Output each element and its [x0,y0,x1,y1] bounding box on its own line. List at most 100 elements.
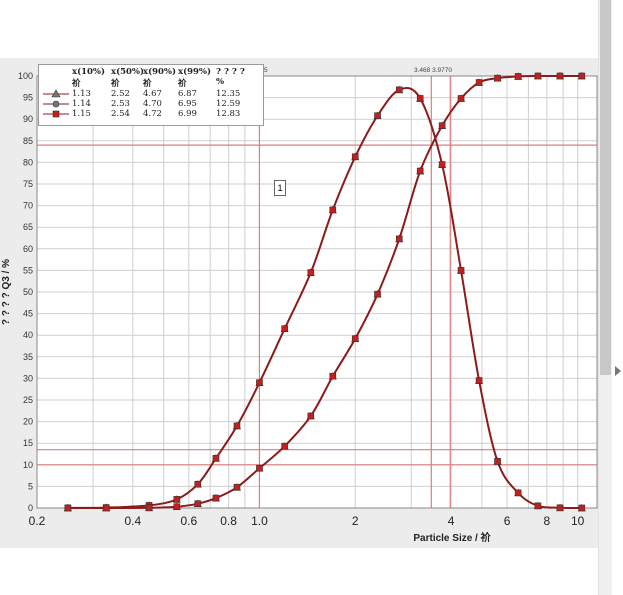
legend-row2-extra: 12.59 [216,99,241,109]
data-point-square [329,372,337,380]
data-point-square [395,235,403,243]
legend-unit-x50: 祄 [111,79,120,89]
scrollbar-thumb[interactable] [600,0,611,375]
y-tick-label: 55 [23,265,33,275]
x-tick-label: 10 [571,514,585,528]
chart: 0510152025303540455055606570758085909510… [1,71,598,544]
data-point-square [233,483,241,491]
data-point-square [374,112,381,120]
y-tick-label: 85 [23,136,33,146]
legend-row3-extra: 12.83 [216,109,241,119]
legend-row1-extra: 12.35 [216,89,241,99]
data-point-square [416,167,424,175]
legend-unit-x99: 祄 [178,79,187,89]
y-tick-label: 60 [23,244,33,254]
data-point-square [307,269,315,276]
legend-header-x90: x(90%) [143,67,177,77]
y-tick-label: 50 [23,287,33,297]
legend-header-extra: ? ? ? ? [216,67,245,77]
x-tick-label: 0.6 [180,514,197,528]
data-point-square [395,86,403,94]
y-tick-label: 65 [23,222,33,232]
legend-row2-x90: 4.70 [143,99,162,109]
data-point-square [256,464,263,472]
vertical-scrollbar[interactable] [598,0,612,595]
y-tick-label: 20 [23,417,33,427]
y-tick-label: 45 [23,309,33,319]
data-point-square [534,72,542,80]
legend-row1-x99: 6.87 [178,89,197,99]
x-tick-label: 0.4 [124,514,141,528]
data-point-square [457,95,465,102]
data-point-square [556,504,564,512]
data-point-square [329,206,337,214]
y-tick-label: 75 [23,179,33,189]
plot-frame [36,75,598,509]
legend: x(10%) x(50%) x(90%) x(99%) ? ? ? ? 祄 祄 … [38,64,264,126]
y-tick-label: 70 [23,201,33,211]
data-point-square [173,503,181,511]
expand-arrow-icon[interactable] [615,366,621,376]
x-tick-label: 4 [448,514,455,528]
data-point-square [457,267,465,274]
y-tick-label: 5 [28,481,33,491]
y-axis-label: ? ? ? ? Q3 / % [1,259,12,325]
y-tick-label: 100 [18,71,33,81]
data-point-square [145,504,153,512]
data-point-square [514,489,522,497]
data-point-square [64,504,72,512]
data-point-square [194,500,202,507]
data-point-square [438,161,446,168]
y-tick-label: 40 [23,330,33,340]
legend-row1-x50: 2.52 [111,89,130,99]
cursor-readout-left: 5 [264,67,268,74]
data-point-square [233,422,241,430]
x-axis-label: Particle Size / 祄 [413,531,491,544]
data-point-square [374,290,381,298]
data-point-square [212,494,220,502]
legend-header-x10: x(10%) [72,67,106,77]
data-point-square [307,412,315,420]
x-tick-label: 1.0 [251,514,268,528]
data-point-square [351,153,359,161]
legend-row3-x99: 6.99 [178,109,197,119]
y-tick-label: 80 [23,157,33,167]
data-point-square [556,72,564,80]
data-point-square [212,455,220,462]
data-point-square [173,496,181,503]
legend-row3-x90: 4.72 [143,109,162,119]
data-point-square [102,504,110,512]
x-tick-label: 2 [352,514,359,528]
data-point-square [494,458,501,465]
data-point-square [416,95,424,102]
data-point-square [281,325,288,333]
legend-header-x50: x(50%) [111,67,145,77]
legend-unit-x90: 祄 [143,79,152,89]
data-point-square [351,335,359,342]
legend-row2-x50: 2.53 [111,99,130,109]
legend-header-x99: x(99%) [178,67,212,77]
data-point-square [578,72,586,80]
legend-row3-x10: 1.15 [72,109,91,119]
legend-unit-extra: % [216,77,225,87]
data-point-square [194,480,202,488]
data-point-square [514,73,522,80]
x-tick-label: 0.8 [220,514,237,528]
legend-marker-triangle [43,89,69,98]
y-tick-label: 35 [23,352,33,362]
data-point-square [494,74,501,82]
annotation-box[interactable]: 1 [274,180,286,196]
legend-marker-square [43,110,69,118]
data-point-square [256,379,263,387]
legend-row3-x50: 2.54 [111,109,130,119]
cursor-readout: 3.468 3.9770 [414,67,452,74]
y-tick-label: 30 [23,373,33,383]
legend-row1-x10: 1.13 [72,89,91,99]
legend-row2-x10: 1.14 [72,99,91,109]
y-tick-label: 25 [23,395,33,405]
data-point-square [578,504,586,512]
x-tick-label: 6 [504,514,511,528]
y-tick-label: 0 [28,503,33,513]
x-tick-label: 8 [543,514,550,528]
data-point-square [475,377,483,384]
